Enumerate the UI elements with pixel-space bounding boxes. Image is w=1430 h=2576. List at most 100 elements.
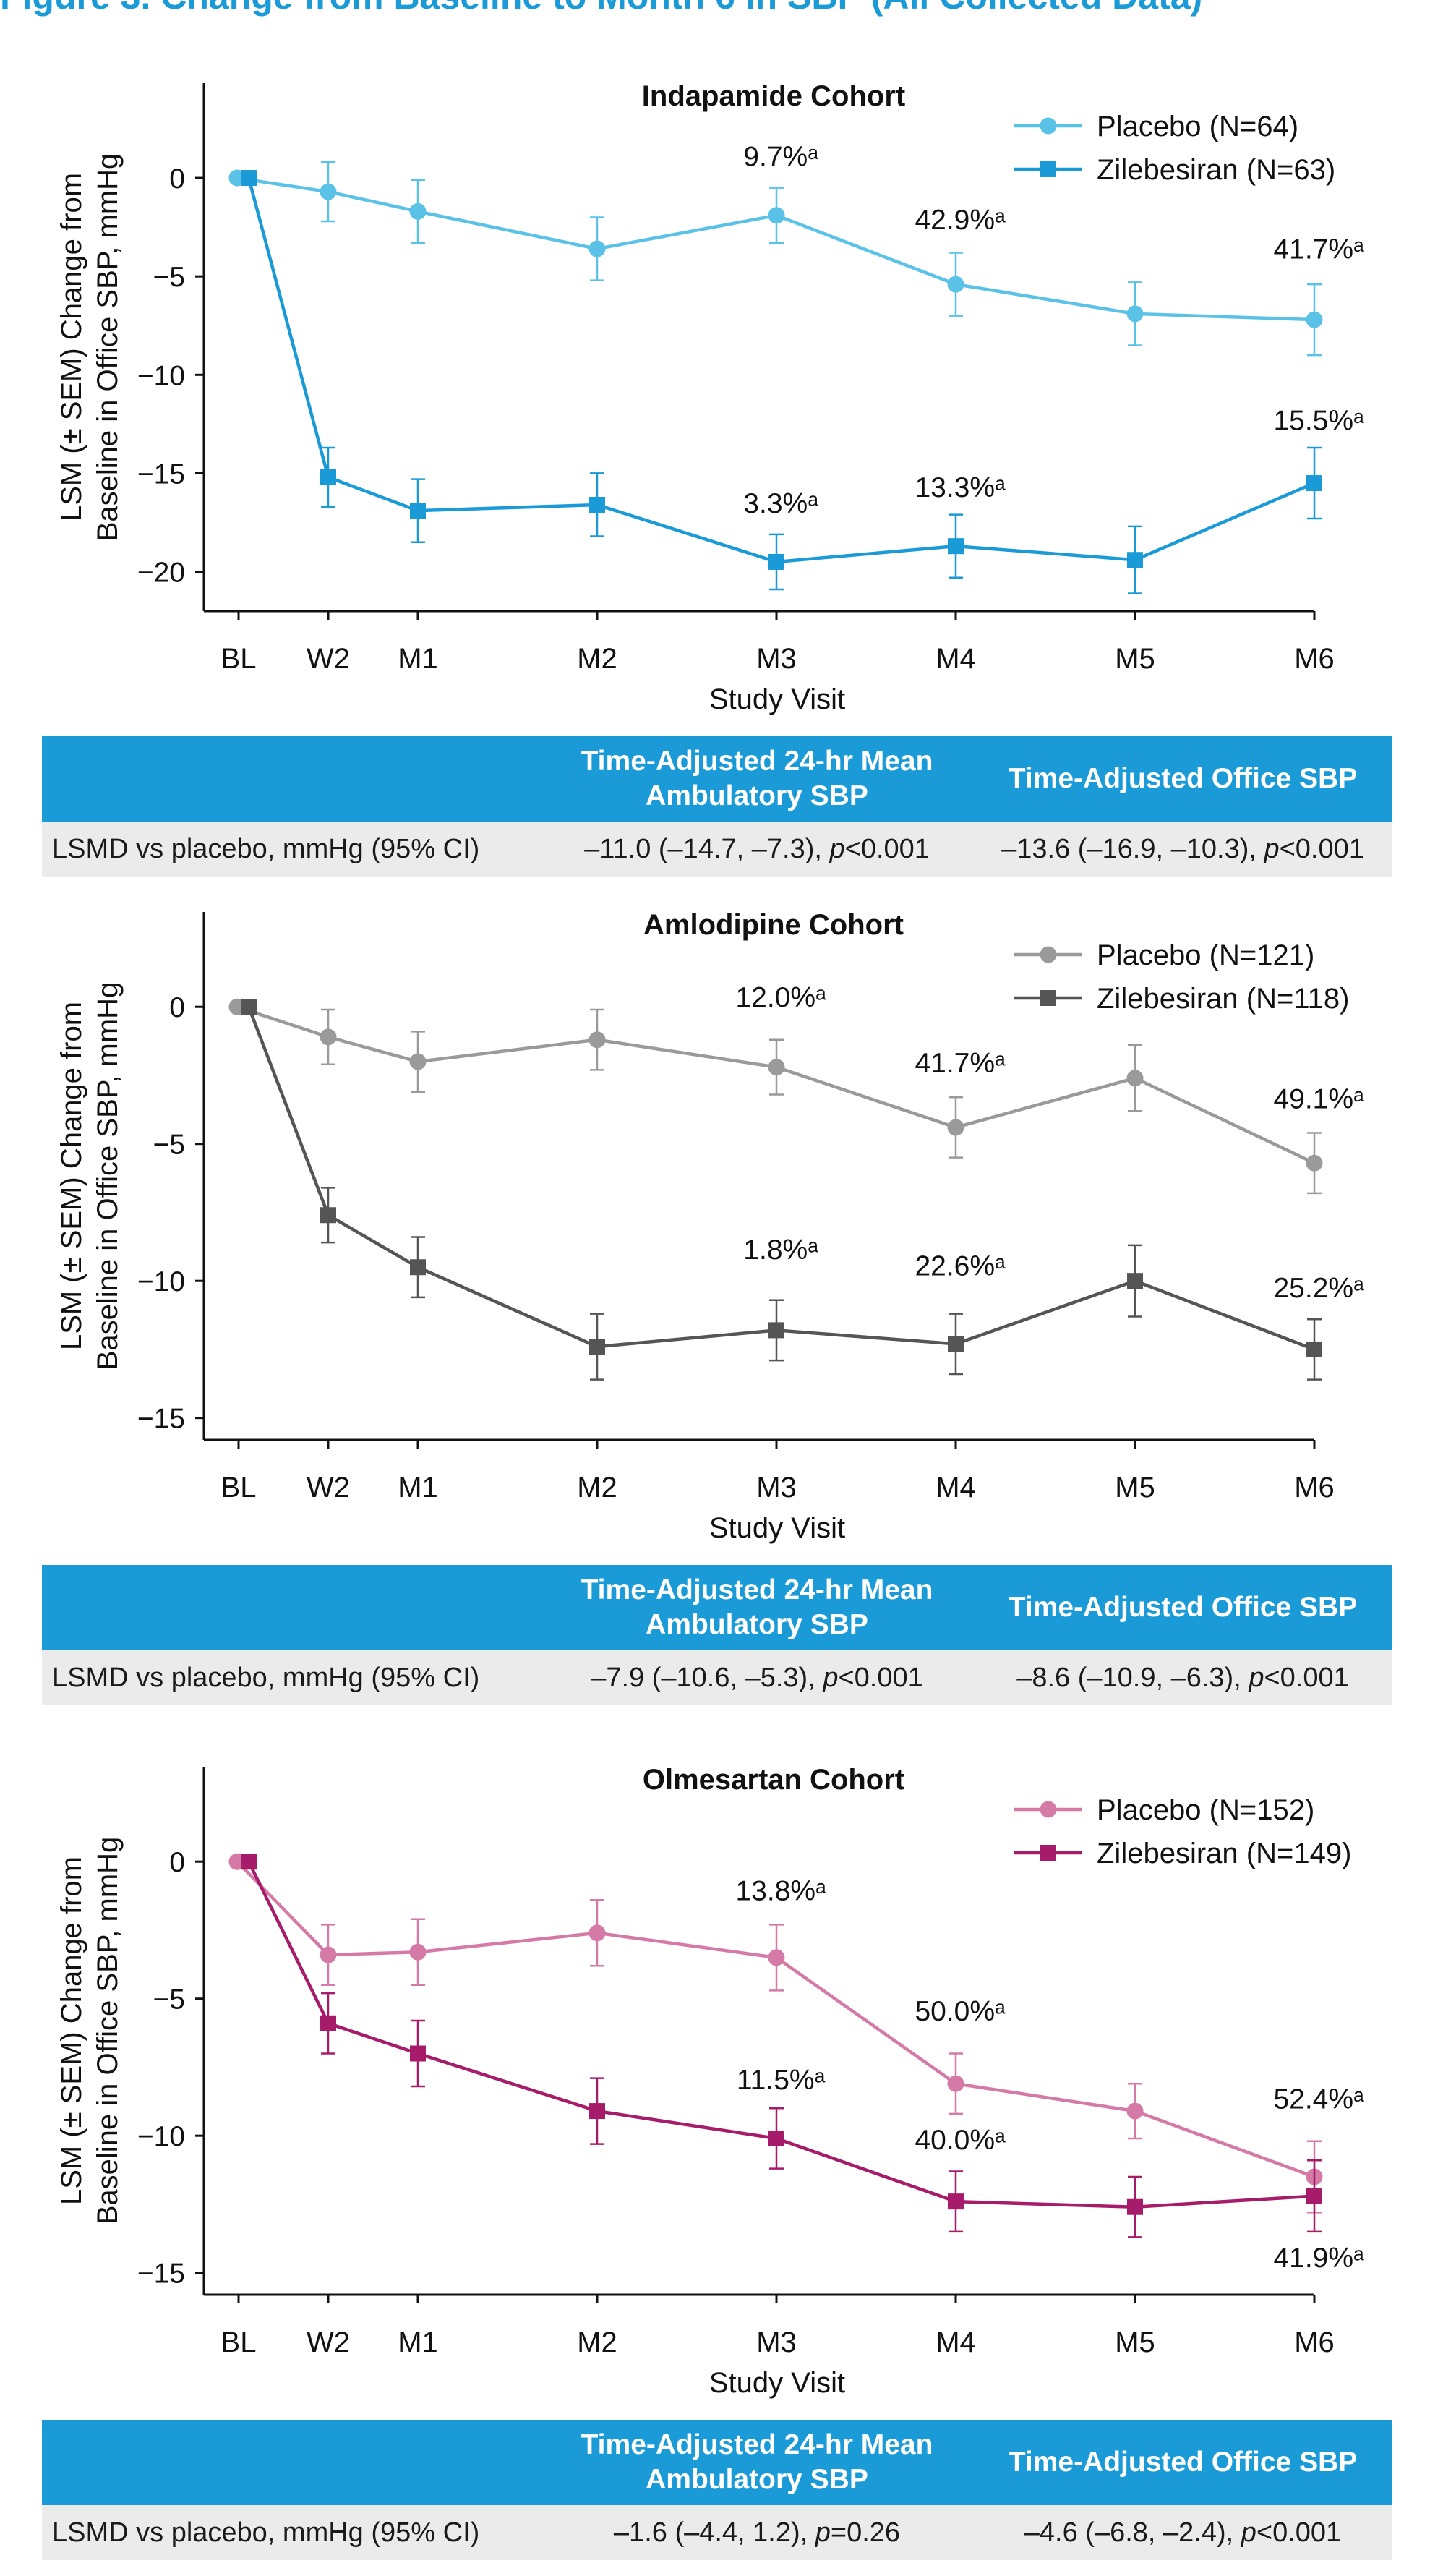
data-point (948, 2193, 964, 2210)
table-cell-office: –4.6 (–6.8, –2.4), p<0.001 (973, 2505, 1392, 2560)
data-point (320, 1207, 336, 1224)
data-point (1306, 475, 1322, 492)
olmesartan-lsmd-table: Time-Adjusted 24-hr Mean Ambulatory SBP … (42, 2420, 1392, 2560)
y-axis-label: Baseline in Office SBP, mmHg (92, 153, 124, 542)
data-point (409, 1053, 427, 1070)
table-header-ambulatory: Time-Adjusted 24-hr Mean Ambulatory SBP (541, 1565, 973, 1650)
x-tick-label: M5 (1115, 1472, 1155, 1504)
percent-annotation: 9.7%ᵃ (743, 142, 818, 173)
data-point (410, 2045, 426, 2062)
x-axis-label: Study Visit (709, 1512, 845, 1544)
x-tick-label: M3 (756, 1472, 797, 1504)
percent-annotation: 25.2%ᵃ (1273, 1273, 1364, 1304)
table-row-label: LSMD vs placebo, mmHg (95% CI) (42, 1650, 541, 1705)
table-header-row: Time-Adjusted 24-hr Mean Ambulatory SBP … (42, 1565, 1392, 1650)
data-point (320, 1028, 337, 1046)
data-point (947, 276, 964, 293)
series-zilebesiran (241, 1854, 1322, 2238)
legend-marker (1040, 1845, 1056, 1861)
table-row-label: LSMD vs placebo, mmHg (95% CI) (42, 2505, 541, 2560)
data-point (588, 240, 606, 257)
chart-title: Amlodipine Cohort (643, 909, 904, 941)
y-tick-label: −15 (137, 1404, 185, 1435)
percent-annotation: 42.9%ᵃ (915, 205, 1006, 236)
x-tick-label: M1 (398, 1472, 438, 1504)
data-point (241, 170, 257, 187)
series-zilebesiran (241, 170, 1322, 594)
percent-annotation: 40.0%ᵃ (915, 2125, 1006, 2156)
table-header-office: Time-Adjusted Office SBP (973, 736, 1392, 822)
y-tick-label: −5 (153, 262, 185, 293)
x-tick-label: M3 (756, 2326, 797, 2358)
data-point (947, 2075, 964, 2092)
indapamide-lsmd-table: Time-Adjusted 24-hr Mean Ambulatory SBP … (42, 736, 1392, 877)
x-tick-label: M2 (577, 2326, 617, 2358)
y-tick-label: 0 (169, 163, 185, 195)
data-point (768, 553, 784, 570)
x-tick-label: M4 (936, 2326, 976, 2358)
table-row: LSMD vs placebo, mmHg (95% CI) –11.0 (–1… (42, 822, 1392, 877)
table-header-office: Time-Adjusted Office SBP (973, 2420, 1392, 2505)
figure-title: Figure 3. Change from Baseline to Month … (0, 0, 1202, 17)
x-tick-label: W2 (307, 643, 350, 675)
table-cell-ambulatory: –11.0 (–14.7, –7.3), p<0.001 (541, 822, 973, 877)
percent-annotation: 13.8%ᵃ (735, 1875, 826, 1906)
x-tick-label: BL (221, 643, 257, 675)
data-point (241, 999, 257, 1015)
x-tick-label: W2 (307, 2326, 350, 2358)
data-point (320, 469, 336, 485)
x-tick-label: BL (221, 2326, 257, 2358)
legend-label: Zilebesiran (N=118) (1097, 983, 1349, 1015)
percent-annotation: 15.5%ᵃ (1273, 406, 1364, 437)
data-point (1306, 311, 1323, 328)
legend-label: Zilebesiran (N=149) (1097, 1838, 1351, 1869)
table-cell-office: –8.6 (–10.9, –6.3), p<0.001 (973, 1650, 1392, 1705)
data-point (768, 207, 785, 224)
data-point (1126, 2102, 1144, 2120)
percent-annotation: 41.9%ᵃ (1273, 2243, 1364, 2274)
table-header-empty (42, 1565, 541, 1650)
table-row: LSMD vs placebo, mmHg (95% CI) –7.9 (–10… (42, 1650, 1392, 1705)
series-line (247, 177, 1315, 564)
percent-annotation: 3.3%ᵃ (743, 488, 818, 519)
data-point (768, 2130, 784, 2146)
data-point (948, 538, 964, 555)
chart-title: Indapamide Cohort (642, 80, 905, 112)
data-point (320, 183, 337, 200)
data-point (409, 1943, 427, 1961)
percent-annotation: 50.0%ᵃ (915, 1996, 1006, 2027)
percent-annotation: 41.7%ᵃ (915, 1048, 1006, 1079)
x-tick-label: M5 (1115, 643, 1155, 675)
y-axis-label: LSM (± SEM) Change from (56, 1002, 87, 1350)
data-point (768, 1322, 784, 1339)
table-header-empty (42, 736, 541, 822)
percent-annotation: 11.5%ᵃ (737, 2065, 826, 2096)
data-point (320, 1946, 337, 1963)
y-tick-label: −10 (137, 1266, 185, 1297)
olmesartan-chart: Olmesartan Cohort 0 −5 −10 −15 BL W2 M1 M2 M3 M4 M5… (56, 1764, 1364, 2399)
x-tick-label: M2 (577, 643, 617, 675)
series-placebo (228, 998, 1323, 1195)
percent-annotation: 12.0%ᵃ (735, 982, 826, 1013)
series-line (247, 1861, 1315, 2209)
table-header-ambulatory: Time-Adjusted 24-hr Mean Ambulatory SBP (541, 2420, 973, 2505)
data-point (409, 202, 427, 220)
legend-label: Placebo (N=152) (1097, 1794, 1314, 1826)
data-point (948, 1336, 964, 1352)
percent-annotation: 22.6%ᵃ (915, 1251, 1006, 1282)
x-tick-label: W2 (307, 1472, 350, 1504)
percent-annotation: 1.8%ᵃ (743, 1234, 818, 1266)
table-header-row: Time-Adjusted 24-hr Mean Ambulatory SBP … (42, 2420, 1392, 2505)
legend-marker (1040, 990, 1056, 1006)
percent-annotation: 13.3%ᵃ (915, 472, 1006, 503)
series-placebo (228, 161, 1323, 357)
percent-annotation: 41.7%ᵃ (1273, 234, 1364, 265)
table-header-row: Time-Adjusted 24-hr Mean Ambulatory SBP … (42, 736, 1392, 822)
x-tick-label: M3 (756, 643, 797, 675)
chart-title: Olmesartan Cohort (643, 1764, 904, 1796)
legend-marker (1040, 1801, 1057, 1818)
data-point (947, 1119, 964, 1136)
x-tick-label: M6 (1294, 643, 1335, 675)
y-tick-label: −5 (153, 1130, 185, 1161)
indapamide-chart: Indapamide Cohort 0 −5 −10 −15 −20 BL W2 M1 M2 M3 M… (56, 80, 1364, 715)
